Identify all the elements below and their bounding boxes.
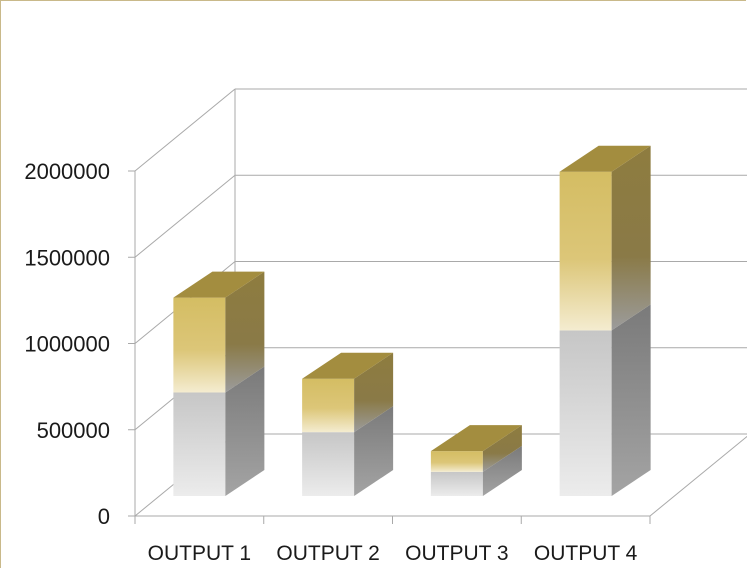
x-category-label: OUTPUT 4: [534, 542, 638, 565]
bar-side-face: [611, 145, 651, 331]
x-category-label: OUTPUT 1: [148, 542, 251, 565]
x-category-label: OUTPUT 2: [276, 542, 379, 565]
y-tick-label: 500000: [37, 418, 110, 443]
bar-segment: [302, 352, 394, 433]
bar-front-face: [173, 297, 226, 393]
bar-top-face: [173, 271, 265, 298]
bar-segment: [173, 366, 265, 496]
bar-segment: [559, 304, 651, 496]
bar-side-face: [354, 406, 394, 496]
bar-segment: [430, 425, 522, 472]
bar-front-face: [302, 378, 355, 433]
y-tick-label: 2000000: [24, 159, 110, 184]
y-tick-label: 0: [98, 504, 110, 529]
bar-side-face: [354, 352, 394, 433]
bar-front-face: [559, 171, 612, 331]
bar-top-face: [430, 425, 522, 452]
bar-segment: [302, 406, 394, 496]
bar-side-face: [225, 366, 265, 496]
bar-front-face: [430, 451, 483, 472]
bar-side-face: [482, 425, 522, 472]
bar-segment: [430, 445, 522, 496]
bar-top-face: [559, 145, 651, 172]
bar-side-face: [225, 271, 265, 393]
side-gridline: [134, 174, 236, 258]
bar-segment: [559, 145, 651, 331]
y-tick-label: 1500000: [24, 245, 110, 270]
x-category-label: OUTPUT 3: [405, 542, 508, 565]
bar-side-face: [482, 445, 522, 496]
bar-front-face: [430, 471, 483, 496]
bar-front-face: [173, 392, 226, 496]
bar-top-face: [302, 352, 394, 379]
floor-right-edge: [649, 435, 747, 517]
bar-front-face: [559, 330, 612, 496]
bar-segment: [173, 271, 265, 393]
side-gridline: [134, 88, 236, 172]
bar-side-face: [611, 304, 651, 496]
y-tick-label: 1000000: [24, 332, 110, 357]
bar-front-face: [302, 432, 355, 496]
